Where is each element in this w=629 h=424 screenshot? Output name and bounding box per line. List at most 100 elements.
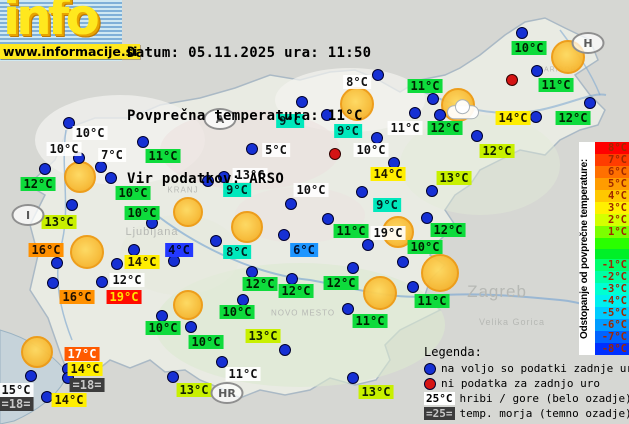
sun-icon (70, 235, 104, 269)
station-dot-data-available (584, 97, 596, 109)
station-dot-data-available (471, 130, 483, 142)
scale-row: -5°C (595, 307, 629, 319)
scale-title: Odstopanje od povprečne temperature: (579, 158, 590, 339)
temperature-label: 9°C (223, 183, 251, 197)
legend-item: =25= temp. morja (temno ozadje) (424, 406, 629, 421)
scale-row: 2°C (595, 214, 629, 226)
temperature-label: 10°C (145, 321, 181, 335)
temperature-label: 6°C (290, 243, 318, 257)
scale-row: -7°C (595, 331, 629, 343)
temperature-label: 12°C (430, 223, 466, 237)
station-dot-data-available (137, 136, 149, 148)
legend-dot-icon (424, 362, 436, 375)
cloud-icon (447, 99, 479, 120)
scale-row: 4°C (595, 190, 629, 202)
station-dot-data-available (516, 27, 528, 39)
station-dot-data-available (47, 277, 59, 289)
temperature-label: 14°C (51, 393, 87, 407)
scale-row: 8°C (595, 142, 629, 154)
sun-icon (363, 276, 397, 310)
station-dot-data-available (210, 235, 222, 247)
temperature-label: 13°C (245, 329, 281, 343)
station-dot-data-available (347, 372, 359, 384)
sun-icon (231, 211, 263, 243)
temperature-label: 4°C (165, 243, 193, 257)
temperature-label: 10°C (293, 183, 329, 197)
scale-row: -1°C (595, 259, 629, 271)
temperature-label: 12°C (278, 284, 314, 298)
map-legend: Legenda: na voljo so podatki zadnje ure n… (424, 345, 629, 421)
station-dot-data-available (531, 65, 543, 77)
temperature-label: 12°C (555, 111, 591, 125)
legend-dot-icon (424, 377, 436, 390)
station-dot-data-available (95, 161, 107, 173)
station-dot-data-available (66, 199, 78, 211)
station-dot-data-available (427, 93, 439, 105)
temperature-label: 11°C (333, 224, 369, 238)
temperature-label: 13°C (358, 385, 394, 399)
scale-row: -8°C (595, 343, 629, 355)
temperature-label: 9°C (334, 124, 362, 138)
temperature-label: 10°C (353, 143, 389, 157)
temperature-label: 14°C (124, 255, 160, 269)
scale-row: 7°C (595, 154, 629, 166)
temperature-label: 15°C (0, 383, 34, 397)
temperature-label: 19°C (106, 290, 142, 304)
temperature-label: 10°C (511, 41, 547, 55)
station-dot-data-available (63, 117, 75, 129)
station-dot-data-available (105, 172, 117, 184)
temperature-label: 17°C (64, 347, 100, 361)
station-dot-no-data (329, 148, 341, 160)
station-dot-data-available (342, 303, 354, 315)
station-dot-data-available (409, 107, 421, 119)
station-dot-data-available (246, 143, 258, 155)
temperature-label: 16°C (59, 290, 95, 304)
site-logo[interactable]: info www.informacije.si (0, 0, 141, 61)
sun-icon (340, 87, 374, 121)
station-dot-no-data (506, 74, 518, 86)
temperature-label: 13°C (232, 168, 268, 182)
scale-row: -3°C (595, 283, 629, 295)
logo-brand-text: info (3, 0, 100, 46)
legend-item-text: ni podatka za zadnjo uro (441, 377, 600, 390)
station-dot-data-available (216, 356, 228, 368)
scale-row: 6°C (595, 166, 629, 178)
temperature-label: 14°C (370, 167, 406, 181)
legend-item: ni podatka za zadnjo uro (424, 376, 629, 391)
station-dot-data-available (530, 111, 542, 123)
temperature-label: 11°C (145, 149, 181, 163)
station-dot-data-available (167, 371, 179, 383)
scale-row: -6°C (595, 319, 629, 331)
station-dot-data-available (296, 96, 308, 108)
station-dot-data-available (202, 175, 214, 187)
temperature-label: 13°C (41, 215, 77, 229)
station-dot-data-available (372, 69, 384, 81)
temperature-label: =18= (69, 378, 105, 392)
station-dot-data-available (421, 212, 433, 224)
station-dot-data-available (185, 321, 197, 333)
scale-row (595, 238, 629, 249)
header-average-temp-line: Povprečna temperatura: 11°C (127, 108, 363, 124)
temperature-label: 13°C (176, 383, 212, 397)
sun-icon (173, 197, 203, 227)
temperature-label: 5°C (262, 143, 290, 157)
legend-item-text: na voljo so podatki zadnje ure (441, 362, 629, 375)
temperature-label: 10°C (219, 305, 255, 319)
country-marker-hr: HR (210, 382, 244, 404)
station-dot-data-available (356, 186, 368, 198)
temperature-label: 10°C (407, 240, 443, 254)
header-date-line: Datum: 05.11.2025 ura: 11:50 (127, 45, 372, 61)
scale-row: 5°C (595, 178, 629, 190)
city-watermark: KRANJ (167, 185, 199, 195)
temperature-label: 8°C (343, 75, 371, 89)
legend-items: na voljo so podatki zadnje ure ni podatka… (424, 361, 629, 421)
temperature-label: 10°C (46, 142, 82, 156)
logo-url-link[interactable]: www.informacije.si (0, 44, 141, 59)
header-source-line: Vir podatkov: ARSO (127, 171, 285, 187)
temperature-label: 11°C (407, 79, 443, 93)
map-header: Datum: 05.11.2025 ura: 11:50 Povprečna t… (127, 1, 371, 232)
sun-icon (421, 254, 459, 292)
station-dot-data-available (51, 257, 63, 269)
legend-item: 25°C hribi / gore (belo ozadje) (424, 391, 629, 406)
